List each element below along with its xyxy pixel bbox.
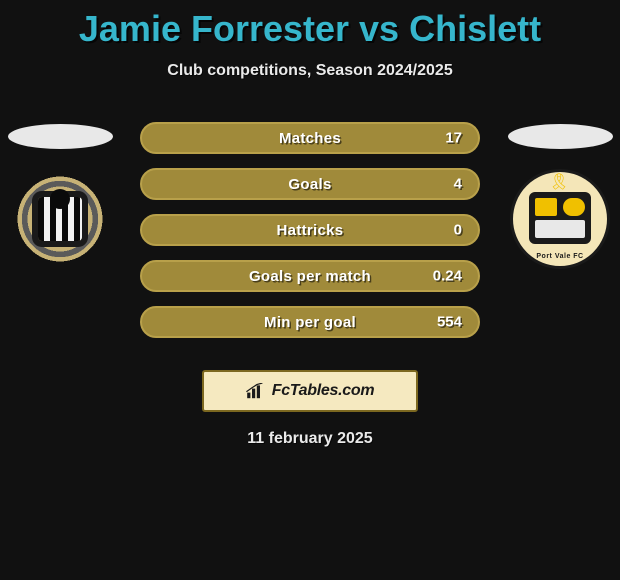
comparison-panel: Matches 17 Goals 4 Hattricks 0 Goals per… — [0, 122, 620, 352]
stat-row-goals: Goals 4 — [140, 168, 480, 200]
stat-value: 0 — [454, 222, 462, 239]
stat-value: 17 — [445, 130, 462, 147]
badge-caption: Port Vale FC — [513, 253, 607, 260]
stat-row-matches: Matches 17 — [140, 122, 480, 154]
badge-strip — [535, 220, 585, 238]
stat-label: Matches — [279, 130, 341, 147]
subtitle: Club competitions, Season 2024/2025 — [0, 62, 620, 80]
stat-row-min-per-goal: Min per goal 554 — [140, 306, 480, 338]
player-right-name-pill — [508, 124, 613, 149]
badge-ball-icon — [50, 189, 70, 209]
stat-label: Hattricks — [277, 222, 344, 239]
stats-list: Matches 17 Goals 4 Hattricks 0 Goals per… — [140, 122, 480, 352]
brand-label: FcTables.com — [272, 382, 375, 400]
page-title: Jamie Forrester vs Chislett — [0, 0, 620, 50]
ribbon-icon: 🎗 — [549, 172, 569, 192]
player-left-column — [5, 122, 115, 269]
player-left-name-pill — [8, 124, 113, 149]
brand-box[interactable]: FcTables.com — [202, 370, 418, 412]
stat-label: Goals — [288, 176, 331, 193]
club-badge-left — [10, 169, 110, 269]
stat-value: 0.24 — [433, 268, 462, 285]
stat-row-goals-per-match: Goals per match 0.24 — [140, 260, 480, 292]
badge-shield-icon — [529, 192, 591, 244]
date-label: 11 february 2025 — [0, 430, 620, 448]
club-badge-right: 🎗 Port Vale FC — [510, 169, 610, 269]
player-right-column: 🎗 Port Vale FC — [505, 122, 615, 269]
stat-label: Goals per match — [249, 268, 371, 285]
stat-value: 4 — [454, 176, 462, 193]
stat-row-hattricks: Hattricks 0 — [140, 214, 480, 246]
stat-value: 554 — [437, 314, 462, 331]
bar-chart-icon — [246, 383, 266, 399]
stat-label: Min per goal — [264, 314, 356, 331]
